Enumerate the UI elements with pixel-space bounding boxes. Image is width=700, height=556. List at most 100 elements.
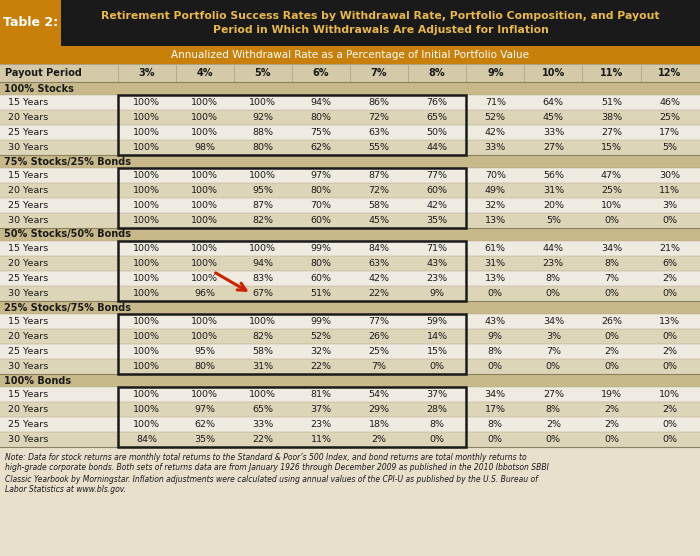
Text: 94%: 94% — [253, 259, 273, 268]
Text: 3%: 3% — [139, 68, 155, 78]
Text: 0%: 0% — [546, 435, 561, 444]
Text: 30 Years: 30 Years — [8, 435, 48, 444]
Text: 5%: 5% — [546, 216, 561, 225]
Text: 13%: 13% — [484, 216, 506, 225]
Text: 17%: 17% — [659, 128, 680, 137]
Text: 46%: 46% — [659, 98, 680, 107]
Text: 65%: 65% — [253, 405, 273, 414]
Bar — [0, 344, 700, 359]
Text: 44%: 44% — [427, 143, 448, 152]
Text: 100%: 100% — [191, 332, 218, 341]
Text: 15 Years: 15 Years — [8, 244, 48, 253]
Text: 70%: 70% — [485, 171, 506, 180]
Bar — [0, 0, 700, 46]
Text: 3%: 3% — [662, 201, 677, 210]
Text: 38%: 38% — [601, 113, 622, 122]
Text: 86%: 86% — [369, 98, 390, 107]
Text: 100% Bonds: 100% Bonds — [4, 375, 71, 385]
Text: 100%: 100% — [191, 171, 218, 180]
Text: 23%: 23% — [542, 259, 564, 268]
Text: 30 Years: 30 Years — [8, 362, 48, 371]
Text: 8%: 8% — [429, 68, 445, 78]
Text: 43%: 43% — [426, 259, 448, 268]
Bar — [0, 387, 700, 402]
Text: 0%: 0% — [662, 332, 677, 341]
Text: 87%: 87% — [369, 171, 390, 180]
Bar — [0, 286, 700, 301]
Text: 100%: 100% — [133, 274, 160, 283]
Text: high-grade corporate bonds. Both sets of returns data are from January 1926 thro: high-grade corporate bonds. Both sets of… — [5, 464, 549, 473]
Text: 50%: 50% — [427, 128, 448, 137]
Text: 100%: 100% — [191, 98, 218, 107]
Bar — [0, 374, 700, 387]
Text: 34%: 34% — [542, 317, 564, 326]
Text: Annualized Withdrawal Rate as a Percentage of Initial Portfolio Value: Annualized Withdrawal Rate as a Percenta… — [171, 50, 529, 60]
Bar — [0, 140, 700, 155]
Text: 5%: 5% — [255, 68, 271, 78]
Text: 22%: 22% — [369, 289, 390, 298]
Text: 56%: 56% — [543, 171, 564, 180]
Text: 31%: 31% — [542, 186, 564, 195]
Text: 27%: 27% — [543, 143, 564, 152]
Text: 100%: 100% — [133, 98, 160, 107]
Text: 3%: 3% — [546, 332, 561, 341]
Text: 94%: 94% — [311, 98, 332, 107]
Text: 0%: 0% — [604, 332, 619, 341]
Text: 82%: 82% — [253, 332, 273, 341]
Bar — [0, 314, 700, 329]
Text: 77%: 77% — [369, 317, 390, 326]
Text: 27%: 27% — [543, 390, 564, 399]
Text: 20 Years: 20 Years — [8, 405, 48, 414]
Text: 80%: 80% — [253, 143, 273, 152]
Text: 15 Years: 15 Years — [8, 171, 48, 180]
Text: 80%: 80% — [195, 362, 216, 371]
Bar — [0, 417, 700, 432]
Text: 23%: 23% — [310, 420, 332, 429]
Text: 0%: 0% — [546, 289, 561, 298]
Text: 70%: 70% — [311, 201, 332, 210]
Bar — [0, 82, 700, 95]
Bar — [0, 155, 700, 168]
Text: 0%: 0% — [662, 435, 677, 444]
Bar — [118, 168, 466, 228]
Text: 12%: 12% — [658, 68, 681, 78]
Text: 84%: 84% — [369, 244, 390, 253]
Text: 60%: 60% — [311, 216, 332, 225]
Text: 22%: 22% — [253, 435, 273, 444]
Text: 6%: 6% — [662, 259, 677, 268]
Text: 2%: 2% — [546, 420, 561, 429]
Text: 100%: 100% — [133, 347, 160, 356]
Bar — [0, 402, 700, 417]
Bar — [0, 271, 700, 286]
Text: 10%: 10% — [542, 68, 565, 78]
Text: 35%: 35% — [194, 435, 216, 444]
Text: 0%: 0% — [662, 362, 677, 371]
Text: 8%: 8% — [604, 259, 619, 268]
Text: 10%: 10% — [659, 390, 680, 399]
Text: Classic Yearbook by Morningstar. Inflation adjustments were calculated using ann: Classic Yearbook by Morningstar. Inflati… — [5, 474, 538, 484]
Text: 20 Years: 20 Years — [8, 259, 48, 268]
Text: 25 Years: 25 Years — [8, 347, 48, 356]
Text: 100%: 100% — [191, 113, 218, 122]
Text: 8%: 8% — [430, 420, 444, 429]
Text: 2%: 2% — [662, 347, 677, 356]
Bar — [0, 256, 700, 271]
Text: 72%: 72% — [369, 186, 390, 195]
Text: 62%: 62% — [311, 143, 332, 152]
Text: 100%: 100% — [133, 201, 160, 210]
Bar — [0, 228, 700, 241]
Text: 100% Stocks: 100% Stocks — [4, 83, 74, 93]
Bar — [0, 46, 700, 64]
Text: 5%: 5% — [662, 143, 677, 152]
Bar — [118, 387, 466, 447]
Text: 97%: 97% — [311, 171, 332, 180]
Bar — [0, 0, 61, 46]
Bar — [0, 110, 700, 125]
Text: 58%: 58% — [253, 347, 273, 356]
Text: 15 Years: 15 Years — [8, 390, 48, 399]
Text: 80%: 80% — [311, 186, 332, 195]
Text: 15 Years: 15 Years — [8, 317, 48, 326]
Text: 71%: 71% — [427, 244, 448, 253]
Text: 29%: 29% — [369, 405, 390, 414]
Bar — [0, 301, 700, 314]
